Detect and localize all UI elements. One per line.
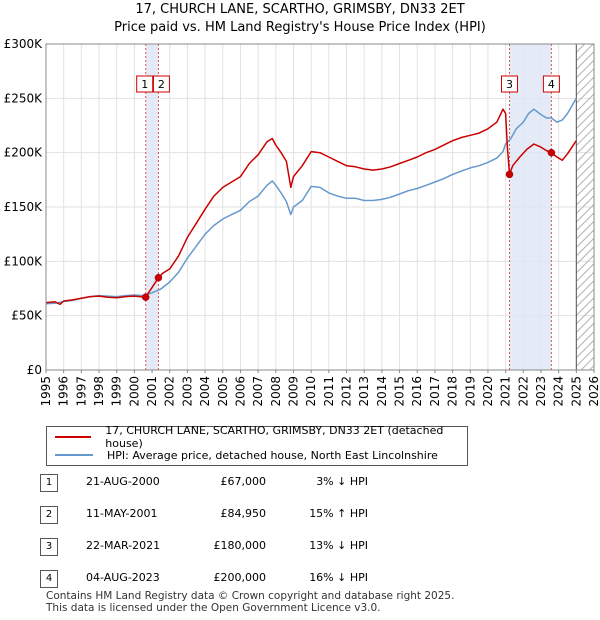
future-hatch — [575, 44, 594, 370]
transaction-label-text: 3 — [506, 78, 513, 91]
table-row: 2 11-MAY-2001 £84,950 15% ↑ HPI — [40, 506, 420, 524]
chart-title: 17, CHURCH LANE, SCARTHO, GRIMSBY, DN33 … — [135, 2, 465, 17]
transaction-point — [547, 148, 556, 157]
x-tick-label: 2011 — [322, 376, 336, 407]
x-tick-label: 2023 — [534, 376, 548, 407]
table-row-hpi: 3% ↓ HPI — [316, 475, 368, 488]
x-tick-label: 2013 — [357, 376, 371, 407]
x-tick-label: 1996 — [57, 376, 71, 407]
x-tick-label: 2018 — [446, 376, 460, 407]
x-tick-label: 2012 — [340, 376, 354, 407]
footer: Contains HM Land Registry data © Crown c… — [46, 590, 454, 614]
footer-licence: This data is licensed under the Open Gov… — [46, 602, 381, 614]
x-tick-label: 2016 — [410, 376, 424, 407]
table-row-price: £180,000 — [213, 539, 267, 552]
y-tick-label: £0 — [27, 363, 42, 377]
transaction-label-text: 2 — [158, 78, 165, 91]
table-row-number: 2 — [40, 506, 58, 524]
legend-label-hpi: HPI: Average price, detached house, Nort… — [107, 448, 438, 462]
table-row-number: 1 — [40, 474, 58, 492]
x-tick-label: 1998 — [92, 376, 106, 407]
y-tick-label: £300K — [4, 37, 44, 51]
legend-swatch-hpi — [55, 454, 93, 456]
legend-item-hpi: HPI: Average price, detached house, Nort… — [55, 447, 438, 463]
x-tick-label: 1999 — [110, 376, 124, 407]
legend-item-property: 17, CHURCH LANE, SCARTHO, GRIMSBY, DN33 … — [55, 424, 467, 450]
transaction-point — [154, 273, 163, 282]
x-tick-label: 2002 — [163, 376, 177, 407]
shaded-span — [509, 44, 552, 370]
table-row-price: £67,000 — [220, 475, 267, 488]
transaction-label: 1 — [136, 75, 154, 93]
table-row-price: £84,950 — [220, 507, 267, 520]
legend-label-property: 17, CHURCH LANE, SCARTHO, GRIMSBY, DN33 … — [105, 424, 444, 450]
x-tick-label: 1995 — [39, 376, 53, 407]
x-tick-label: 2021 — [499, 376, 513, 407]
x-tick-label: 2010 — [304, 376, 318, 407]
transaction-point — [141, 293, 150, 301]
transaction-point — [505, 170, 514, 179]
x-tick-label: 2001 — [145, 376, 159, 407]
table-row-hpi: 16% ↓ HPI — [309, 571, 368, 584]
table-row-hpi: 13% ↓ HPI — [309, 539, 368, 552]
x-tick-label: 2025 — [569, 376, 583, 407]
table-row-date: 04-AUG-2023 — [86, 571, 160, 584]
shaded-spans — [145, 44, 552, 370]
plot-border — [45, 43, 595, 371]
legend: 17, CHURCH LANE, SCARTHO, GRIMSBY, DN33 … — [46, 424, 468, 466]
transaction-label: 2 — [152, 75, 170, 93]
legend-swatch-property — [55, 436, 92, 438]
x-tick-label: 2008 — [269, 376, 283, 407]
x-tick-label: 2022 — [516, 376, 530, 407]
table-row-price: £200,000 — [213, 571, 267, 584]
transaction-label-text: 4 — [548, 78, 555, 91]
transaction-label-box — [542, 75, 560, 93]
x-tick-label: 2024 — [552, 376, 566, 407]
x-tick-label: 2020 — [481, 376, 495, 407]
table-row-date: 21-AUG-2000 — [86, 475, 160, 488]
table-row: 1 21-AUG-2000 £67,000 3% ↓ HPI — [40, 474, 420, 492]
transaction-label: 4 — [542, 75, 560, 93]
y-axis-ticks: £0 £50K £100K £150K £200K £250K £300K — [4, 37, 44, 377]
x-tick-label: 2006 — [233, 376, 247, 407]
y-tick-label: £200K — [4, 146, 44, 160]
y-tick-label: £100K — [4, 254, 44, 268]
x-tick-label: 2015 — [393, 376, 407, 407]
transaction-label-box — [136, 75, 154, 93]
table-row-date: 22-MAR-2021 — [86, 539, 161, 552]
transaction-label: 3 — [501, 75, 519, 93]
y-tick-label: £250K — [4, 91, 44, 105]
chart-title-block: 17, CHURCH LANE, SCARTHO, GRIMSBY, DN33 … — [0, 1, 600, 37]
chart-subtitle: Price paid vs. HM Land Registry's House … — [114, 20, 486, 35]
shaded-span — [145, 44, 159, 370]
x-tick-label: 2000 — [127, 376, 141, 407]
transaction-label-box — [152, 75, 170, 93]
x-tick-label: 2009 — [286, 376, 300, 407]
y-tick-label: £150K — [4, 200, 44, 214]
footer-copyright: Contains HM Land Registry data © Crown c… — [46, 590, 455, 602]
table-row-number: 4 — [40, 570, 58, 588]
x-tick-label: 2007 — [251, 376, 265, 407]
future-region — [576, 44, 594, 370]
x-tick-label: 2019 — [463, 376, 477, 407]
table-row-date: 11-MAY-2001 — [86, 507, 158, 520]
x-tick-label: 2017 — [428, 376, 442, 407]
table-row-hpi: 15% ↑ HPI — [309, 507, 368, 520]
table-row-number: 3 — [40, 538, 58, 556]
transaction-label-box — [501, 75, 519, 93]
transaction-points — [141, 148, 556, 301]
table-row: 4 04-AUG-2023 £200,000 16% ↓ HPI — [40, 570, 420, 588]
x-tick-label: 2005 — [216, 376, 230, 407]
table-row: 3 22-MAR-2021 £180,000 13% ↓ HPI — [40, 538, 420, 556]
transaction-label-text: 1 — [141, 78, 148, 91]
x-tick-label: 2014 — [375, 376, 389, 407]
x-tick-label: 2003 — [180, 376, 194, 407]
x-tick-label: 1997 — [74, 376, 88, 407]
x-tick-label: 2026 — [587, 376, 600, 407]
y-tick-label: £50K — [11, 309, 43, 323]
x-tick-label: 2004 — [198, 376, 212, 407]
x-axis-ticks: 1995 1996 1997 1998 1999 2000 2001 2002 2003 2004… — [39, 370, 600, 407]
